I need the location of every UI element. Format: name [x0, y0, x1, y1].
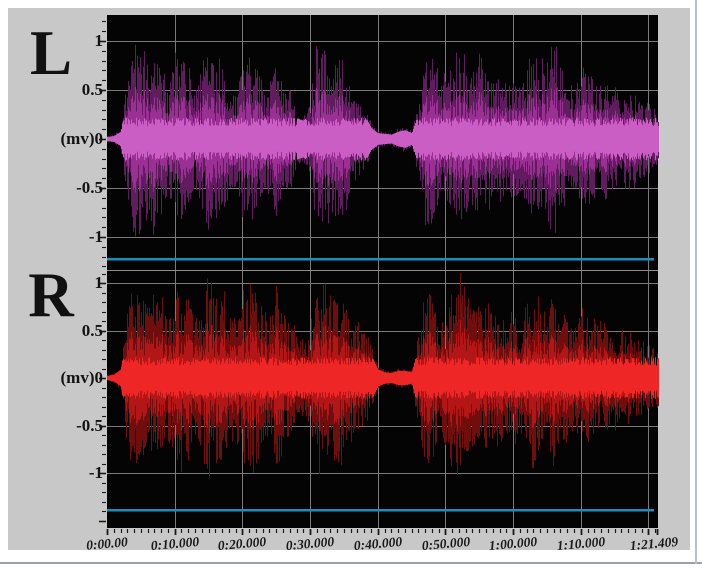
- y-tick-label-r-05: 0.5: [81, 321, 103, 340]
- waveform-L-baseline: [107, 138, 658, 140]
- page-frame-bottom-line: [0, 562, 702, 564]
- y-tick-label-l-1: 1: [94, 31, 104, 50]
- y-tick-label-l-05: 0.5: [81, 80, 103, 99]
- waveform-panel: L R 1 0.5 (mv)0 -0.5 -1 1 0.5 (mv)0 -0.5…: [8, 8, 690, 553]
- y-tick-label-l-neg05: -0.5: [76, 178, 103, 197]
- waveform-R-baseline: [107, 377, 658, 379]
- y-tick-label-r-1: 1: [94, 273, 104, 292]
- y-tick-label-r-zero: (mv)0: [60, 368, 103, 387]
- cyan-marker-line-L: [107, 258, 654, 261]
- y-tick-label-l-zero: (mv)0: [60, 129, 103, 148]
- channel-label-left: L: [29, 18, 73, 88]
- channel-label-right: R: [28, 260, 74, 330]
- cyan-marker-line-R: [107, 509, 654, 512]
- page-frame-right-line: [695, 0, 697, 564]
- y-tick-label-r-neg1: -1: [88, 463, 103, 482]
- waveform-plot: [99, 15, 659, 535]
- y-tick-label-l-neg1: -1: [88, 227, 103, 246]
- y-tick-label-r-neg05: -0.5: [76, 416, 103, 435]
